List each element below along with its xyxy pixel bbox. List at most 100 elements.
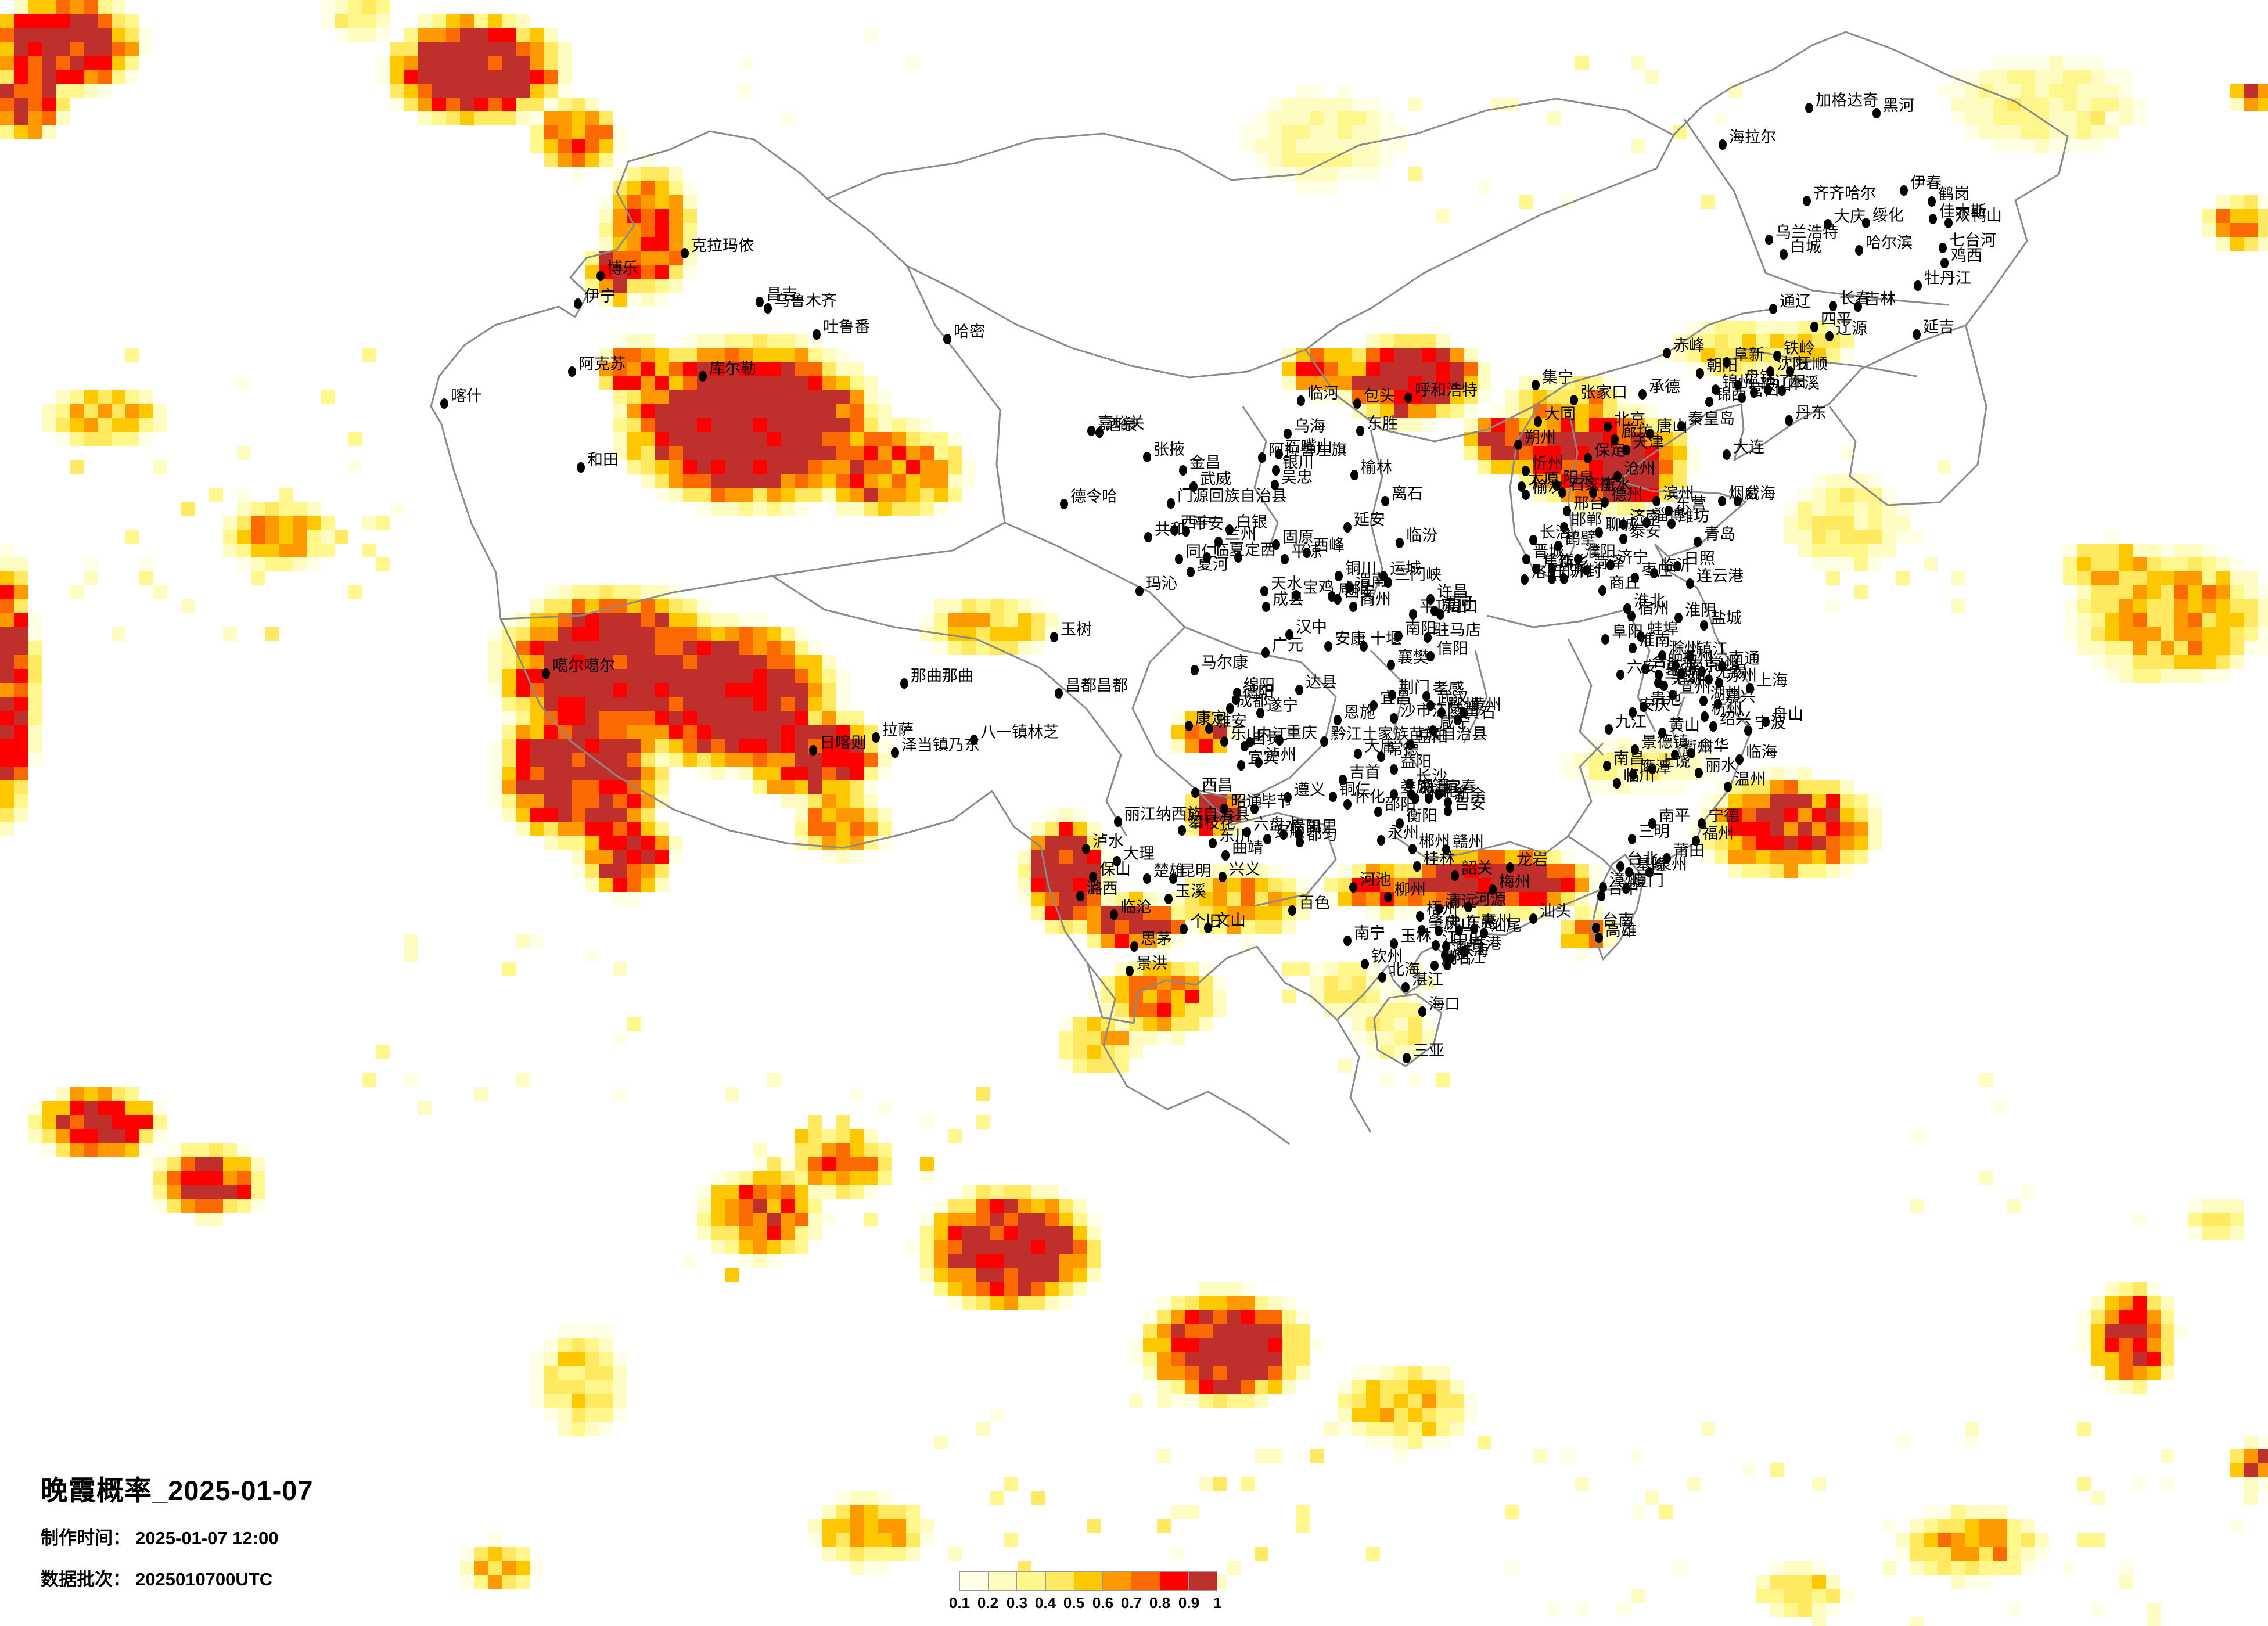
city-dot [1126, 966, 1134, 976]
city-marker: 遵义 [1284, 781, 1325, 803]
city-label: 天津 [1633, 434, 1664, 451]
city-marker: 加格达奇 [1805, 92, 1878, 113]
city-label: 大庆 [1834, 208, 1866, 225]
data-batch-line: 数据批次： 2025010700UTC [41, 1564, 314, 1591]
city-label: 舟山 [1772, 706, 1803, 723]
city-marker: 攀枝花 [1178, 814, 1235, 836]
city-label: 保定 [1594, 442, 1626, 459]
city-dot [1724, 782, 1732, 792]
city-label: 辽阳 [1774, 373, 1806, 391]
title-block: 晚霞概率_2025-01-07 制作时间： 2025-01-07 12:00 数据… [41, 1468, 314, 1591]
city-marker: 汕尾 [1480, 917, 1522, 938]
city-marker: 泉州 [1645, 856, 1687, 877]
city-dot [1180, 924, 1188, 934]
city-marker: 商丘 [1598, 574, 1640, 596]
city-dot [1335, 571, 1343, 581]
city-label: 达县 [1306, 674, 1337, 691]
city-label: 通辽 [1780, 293, 1811, 310]
city-marker: 新余 [1444, 786, 1486, 808]
city-dot [1204, 923, 1212, 933]
city-label: 克拉玛依 [691, 237, 754, 254]
city-marker: 芜湖 [1660, 670, 1702, 691]
city-dot [1560, 522, 1568, 533]
city-marker: 丹东 [1785, 404, 1827, 426]
city-marker: 延安 [1343, 511, 1385, 533]
city-marker: 共和 [1144, 521, 1186, 542]
city-dot [1648, 764, 1656, 774]
city-dot [1404, 393, 1412, 403]
city-dot [1394, 631, 1403, 641]
city-marker: 宁德 [1698, 807, 1739, 829]
city-marker: 武威 [1189, 470, 1231, 492]
city-dot [1343, 522, 1352, 533]
city-dot [1762, 717, 1770, 727]
city-label: 丽水 [1705, 757, 1737, 774]
city-dot [1558, 487, 1566, 498]
city-dot [1723, 449, 1731, 460]
city-marker: 临河 [1297, 384, 1339, 406]
city-marker: 威海 [1734, 485, 1775, 506]
city-dot [1648, 818, 1656, 829]
city-marker: 本溪 [1778, 375, 1820, 396]
city-label: 张家口 [1580, 384, 1627, 401]
city-dot [1613, 778, 1621, 789]
city-dot [1182, 526, 1190, 537]
city-dot [1354, 749, 1362, 759]
city-marker: 宜昌 [1370, 689, 1411, 711]
city-marker: 集宁 [1532, 369, 1573, 390]
legend-tick-label: 0.7 [1120, 1594, 1142, 1611]
border-line [1567, 638, 1604, 756]
city-dot [1640, 702, 1648, 712]
city-marker: 酒泉 [1095, 416, 1137, 438]
city-dot [1695, 768, 1703, 778]
city-dot [1288, 905, 1296, 916]
city-marker: 海拉尔 [1719, 128, 1776, 150]
city-label: 洛阳 [1531, 563, 1562, 581]
city-label: 库尔勒 [709, 360, 756, 377]
city-marker: 喀什 [440, 387, 482, 409]
data-batch-label: 数据批次： [41, 1569, 131, 1589]
city-label: 湖州 [1710, 685, 1741, 702]
city-marker: 大连 [1723, 438, 1764, 460]
city-dot [1275, 449, 1283, 459]
city-marker: 连云港 [1686, 567, 1744, 589]
city-dot [1271, 480, 1279, 490]
legend-swatch [1045, 1572, 1074, 1590]
city-label: 八一镇林芝 [980, 724, 1059, 741]
city-dot [1435, 926, 1443, 936]
city-dot [1164, 894, 1173, 904]
city-label: 榆林 [1361, 459, 1392, 476]
city-dot [1221, 850, 1230, 861]
city-marker: 邯郸 [1560, 511, 1602, 533]
city-dot [1296, 837, 1304, 847]
city-marker: 湖州 [1699, 685, 1741, 706]
city-marker: 文山 [1204, 912, 1246, 933]
city-label: 嘉峪关 [1098, 415, 1145, 432]
border-line [772, 575, 1128, 837]
city-dot [1396, 538, 1404, 548]
city-label: 贵池 [1650, 690, 1681, 708]
city-marker: 郑州 [1548, 563, 1590, 584]
city-label: 呼和浩特 [1415, 382, 1478, 399]
city-label: 宜宾 [1248, 749, 1279, 767]
city-dot [1390, 789, 1398, 800]
city-dot [1390, 764, 1398, 775]
city-marker: 汕头 [1529, 902, 1571, 924]
city-marker: 许昌 [1426, 583, 1468, 605]
city-marker: 益阳 [1390, 753, 1432, 775]
city-dot [1750, 387, 1758, 398]
city-label: 邯郸 [1570, 511, 1602, 528]
city-label: 莆田 [1673, 842, 1705, 859]
city-label: 岳阳 [1417, 728, 1448, 746]
city-dot [1619, 519, 1627, 530]
city-dot [1698, 818, 1706, 829]
border-line [500, 265, 1006, 620]
city-dot [1384, 892, 1392, 902]
city-marker: 嘉兴 [1714, 688, 1756, 709]
city-dot [1570, 395, 1578, 405]
city-dot [1766, 366, 1774, 377]
city-dot [1250, 804, 1259, 814]
city-marker: 驻马店 [1424, 621, 1481, 643]
city-marker: 汉中 [1285, 618, 1327, 640]
city-marker: 东胜 [1356, 415, 1398, 436]
